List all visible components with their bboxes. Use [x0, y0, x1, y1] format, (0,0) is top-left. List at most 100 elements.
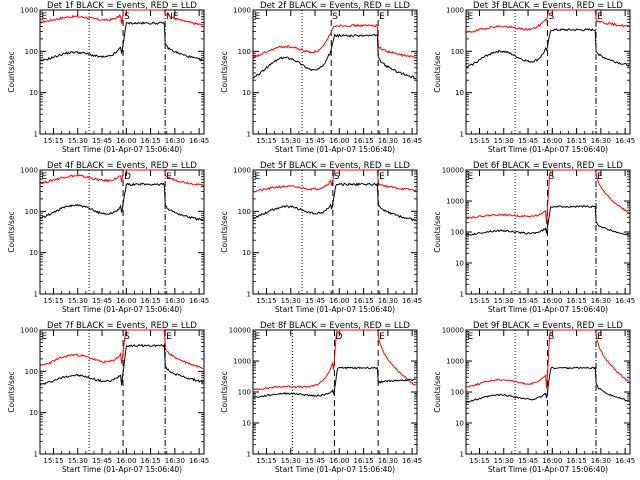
- detector-panel: Det 7f BLACK = Events, RED = LLD 1 10 100 10…: [7, 321, 209, 474]
- x-tick-label: 16:15: [566, 297, 586, 305]
- x-axis-label: Start Time (01-Apr-07 15:06:40): [275, 305, 395, 314]
- y-tick-label: 1000: [20, 7, 38, 15]
- y-tick-label: 1: [247, 131, 251, 139]
- x-tick-label: 16:45: [615, 297, 635, 305]
- x-axis-label: Start Time (01-Apr-07 15:06:40): [62, 305, 182, 314]
- y-tick-label: 1000: [446, 358, 464, 366]
- x-tick-label: 15:15: [469, 457, 489, 465]
- x-axis-label: Start Time (01-Apr-07 15:06:40): [275, 465, 395, 474]
- x-tick-label: 15:30: [494, 297, 514, 305]
- event-marker-label: S: [548, 12, 554, 22]
- x-tick-label: 16:30: [165, 457, 185, 465]
- y-tick-label: 100: [25, 368, 38, 376]
- x-tick-label: 16:45: [402, 137, 422, 145]
- x-tick-label: 16:15: [353, 457, 373, 465]
- lld-series-line: [252, 329, 417, 391]
- event-marker-label: E: [597, 172, 603, 182]
- y-tick-label: 1000: [233, 7, 251, 15]
- y-tick-label: 100: [451, 229, 464, 237]
- x-tick-label: 16:45: [615, 457, 635, 465]
- x-tick-label: 15:30: [68, 137, 88, 145]
- x-tick-label: 15:45: [92, 137, 112, 145]
- x-tick-label: 15:15: [469, 297, 489, 305]
- x-tick-label: 16:00: [116, 297, 136, 305]
- y-tick-label: 10: [242, 89, 251, 97]
- event-marker-label: E: [379, 12, 385, 22]
- lld-series-line: [252, 23, 417, 59]
- detector-panel: Det 9f BLACK = Events, RED = LLD 1 10 100 10…: [433, 321, 635, 474]
- event-marker-label: E: [468, 332, 474, 342]
- x-tick-label: 15:45: [518, 137, 538, 145]
- y-tick-label: 1: [247, 291, 251, 299]
- x-tick-label: 16:30: [165, 137, 185, 145]
- y-tick-label: 100: [238, 389, 251, 397]
- x-tick-label: 16:45: [402, 297, 422, 305]
- detector-panel: Det 3f BLACK = Events, RED = LLD 1 10 100 10…: [433, 1, 635, 154]
- event-marker-label: S: [548, 172, 554, 182]
- panel-title: Det 7f BLACK = Events, RED = LLD: [47, 321, 197, 331]
- y-tick-label: 1000: [20, 167, 38, 175]
- y-tick-label: 1: [460, 451, 464, 459]
- plot-frame: [252, 9, 418, 135]
- event-marker-label: S: [124, 332, 130, 342]
- x-axis-label: Start Time (01-Apr-07 15:06:40): [488, 465, 608, 474]
- event-marker-label: D: [124, 172, 131, 182]
- panel-title: Det 4f BLACK = Events, RED = LLD: [47, 161, 197, 171]
- y-axis-label: Counts/sec: [220, 371, 229, 412]
- x-tick-label: 16:15: [140, 137, 160, 145]
- x-tick-label: 16:30: [591, 297, 611, 305]
- y-tick-label: 100: [451, 389, 464, 397]
- x-tick-label: 15:15: [43, 297, 63, 305]
- y-tick-label: 10: [29, 409, 38, 417]
- x-tick-label: 16:00: [542, 297, 562, 305]
- x-tick-label: 16:00: [116, 457, 136, 465]
- event-marker-label: E: [42, 172, 48, 182]
- x-tick-label: 16:45: [189, 457, 209, 465]
- event-marker-label: E: [255, 332, 261, 342]
- x-tick-label: 16:45: [189, 137, 209, 145]
- y-tick-label: 1: [34, 131, 38, 139]
- x-tick-label: 16:00: [542, 137, 562, 145]
- x-tick-label: 16:45: [402, 457, 422, 465]
- y-tick-label: 100: [238, 208, 251, 216]
- x-tick-label: 15:45: [305, 137, 325, 145]
- detector-panel: Det 1f BLACK = Events, RED = LLD 1 10 100 10…: [7, 1, 209, 154]
- y-tick-label: 10: [29, 89, 38, 97]
- x-tick-label: 16:30: [378, 457, 398, 465]
- x-tick-label: 15:30: [281, 297, 301, 305]
- detector-panel: Det 4f BLACK = Events, RED = LLD 1 10 100 10…: [7, 161, 209, 314]
- event-marker-label: E: [597, 332, 603, 342]
- panel-title: Det 6f BLACK = Events, RED = LLD: [473, 161, 623, 171]
- plot-frame: [39, 169, 205, 295]
- x-axis-label: Start Time (01-Apr-07 15:06:40): [488, 305, 608, 314]
- y-tick-label: 100: [25, 48, 38, 56]
- y-axis-label: Counts/sec: [433, 51, 442, 92]
- event-marker-label: E: [166, 332, 172, 342]
- y-tick-label: 10: [242, 249, 251, 257]
- y-axis-label: Counts/sec: [7, 211, 16, 252]
- detector-panel: Det 6f BLACK = Events, RED = LLD 1 10 100 10…: [433, 161, 635, 314]
- events-series-line: [39, 182, 204, 221]
- detector-panel: Det 5f BLACK = Events, RED = LLD 1 10 100 10…: [220, 161, 422, 314]
- y-tick-label: 1000: [20, 327, 38, 335]
- event-marker-label: E: [42, 332, 48, 342]
- event-marker-label: S: [332, 12, 338, 22]
- x-axis-label: Start Time (01-Apr-07 15:06:40): [62, 465, 182, 474]
- lld-series-line: [39, 329, 204, 370]
- events-series-line: [465, 28, 630, 68]
- event-marker-label: E: [597, 12, 603, 22]
- lld-series-line: [465, 9, 630, 33]
- x-tick-label: 15:15: [256, 297, 276, 305]
- events-series-line: [465, 205, 630, 237]
- x-tick-label: 16:15: [140, 297, 160, 305]
- event-marker-label: E: [255, 172, 261, 182]
- x-tick-label: 16:45: [189, 297, 209, 305]
- x-tick-label: 16:30: [378, 297, 398, 305]
- y-axis-label: Counts/sec: [7, 371, 16, 412]
- y-axis-label: Counts/sec: [220, 51, 229, 92]
- lld-series-line: [465, 329, 630, 389]
- event-marker-label: S: [548, 332, 554, 342]
- x-axis-label: Start Time (01-Apr-07 15:06:40): [62, 145, 182, 154]
- x-tick-label: 15:15: [43, 137, 63, 145]
- x-tick-label: 16:15: [566, 457, 586, 465]
